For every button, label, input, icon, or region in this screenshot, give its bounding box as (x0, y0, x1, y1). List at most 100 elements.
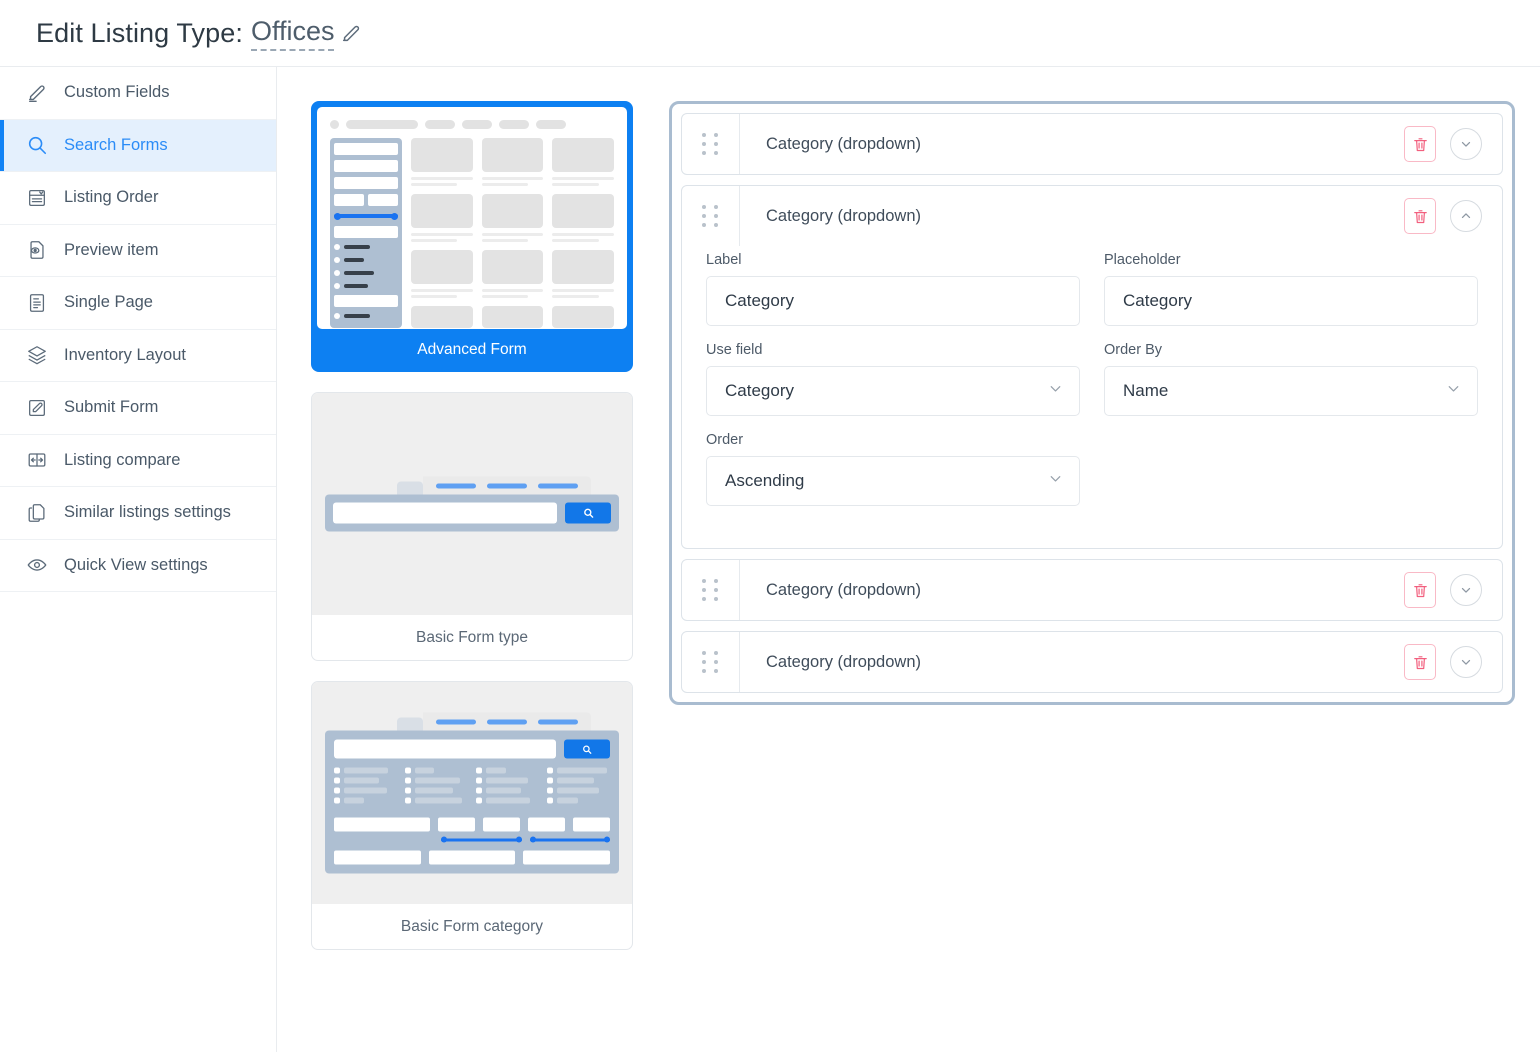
listing-type-name[interactable]: Offices (250, 16, 335, 51)
mock-slider-row (334, 836, 610, 844)
mock-range-slider (529, 836, 610, 844)
use-field-select[interactable]: Category (706, 366, 1080, 416)
edit-square-icon (24, 395, 50, 421)
form-type-card-advanced[interactable]: Advanced Form (311, 101, 633, 372)
mock-checkbox-column (476, 767, 539, 808)
form-type-card-basic[interactable]: Basic Form type (311, 392, 633, 661)
mock-field-row (334, 817, 610, 832)
mock-result-card (481, 138, 544, 186)
mock-topbar (330, 120, 614, 129)
field-row-actions (1404, 632, 1502, 692)
sidebar-item-similar-listings-settings[interactable]: Similar listings settings (0, 487, 276, 540)
chevron-down-icon[interactable] (1450, 128, 1482, 160)
sidebar-item-label: Similar listings settings (64, 503, 231, 522)
field-row-actions (1404, 560, 1502, 620)
trash-icon[interactable] (1404, 644, 1436, 680)
mock-input-row (334, 194, 398, 206)
mock-checkbox-column (405, 767, 468, 808)
mock-search-row (334, 739, 610, 759)
order-select[interactable]: Ascending (706, 456, 1080, 506)
mock-range-slider (441, 836, 522, 844)
search-form-fields-panel: Category (dropdown) (669, 101, 1515, 705)
field-row-title: Category (dropdown) (766, 206, 921, 225)
trash-icon[interactable] (1404, 572, 1436, 608)
table-row[interactable]: Category (dropdown) (681, 185, 1503, 549)
sidebar-item-inventory-layout[interactable]: Inventory Layout (0, 330, 276, 382)
sidebar-item-label: Quick View settings (64, 555, 208, 574)
label-input[interactable] (706, 276, 1080, 326)
page-title: Edit Listing Type: (36, 17, 243, 48)
use-field-group: Use field Category (706, 342, 1080, 416)
trash-icon[interactable] (1404, 126, 1436, 162)
table-row[interactable]: Category (dropdown) (681, 631, 1503, 693)
pencil-icon[interactable] (340, 22, 362, 44)
order-by-label: Order By (1104, 342, 1163, 358)
drag-handle-icon[interactable] (682, 560, 740, 620)
mock-nav-item (499, 120, 529, 129)
chevron-down-icon[interactable] (1450, 574, 1482, 606)
field-row-title: Category (dropdown) (766, 134, 921, 153)
sidebar-item-listing-order[interactable]: Listing Order (0, 172, 276, 225)
field-row-header[interactable]: Category (dropdown) (682, 114, 1502, 174)
sidebar-item-custom-fields[interactable]: Custom Fields (0, 67, 276, 120)
mock-result-card (411, 138, 473, 186)
trash-icon[interactable] (1404, 198, 1436, 234)
table-row[interactable]: Category (dropdown) (681, 113, 1503, 175)
mock-tab-active (397, 481, 423, 495)
layers-icon (24, 342, 50, 368)
drag-handle-icon[interactable] (682, 186, 740, 246)
field-row-header[interactable]: Category (dropdown) (682, 560, 1502, 620)
mock-result-card (481, 250, 544, 298)
mock-tabs (325, 476, 619, 495)
page-header: Edit Listing Type: Offices (0, 0, 1540, 67)
placeholder-field-group: Placeholder (1104, 252, 1478, 326)
mock-input (334, 295, 398, 307)
mock-nav-item (462, 120, 492, 129)
sidebar-item-preview-item[interactable]: Preview item (0, 225, 276, 277)
sidebar-item-quick-view-settings[interactable]: Quick View settings (0, 540, 276, 592)
mock-search-input (334, 739, 556, 759)
chevron-down-icon[interactable] (1450, 646, 1482, 678)
order-by-select[interactable]: Name (1104, 366, 1478, 416)
mock-tabs (325, 712, 619, 731)
document-icon (24, 290, 50, 316)
mock-result-card (552, 306, 614, 328)
table-row[interactable]: Category (dropdown) (681, 559, 1503, 621)
field-row-actions (1404, 114, 1502, 174)
search-icon (564, 739, 610, 759)
compare-icon (24, 447, 50, 473)
drag-handle-icon[interactable] (682, 114, 740, 174)
mock-result-card (481, 306, 544, 328)
field-row-actions (1404, 186, 1502, 246)
form-type-card-basic-category[interactable]: Basic Form category (311, 681, 633, 950)
placeholder-input[interactable] (1104, 276, 1478, 326)
mock-input (334, 143, 398, 155)
mock-logo-bar (346, 120, 418, 129)
mock-search-input (333, 502, 557, 524)
drag-handle-icon[interactable] (682, 632, 740, 692)
sidebar-item-listing-compare[interactable]: Listing compare (0, 435, 276, 487)
sidebar-item-search-forms[interactable]: Search Forms (0, 119, 276, 172)
mock-nav-item (425, 120, 455, 129)
field-row-header[interactable]: Category (dropdown) (682, 632, 1502, 692)
field-row-header[interactable]: Category (dropdown) (682, 186, 1502, 246)
order-label: Order (706, 432, 744, 448)
field-settings-body: Label Placeholder Use field Category (682, 246, 1502, 548)
form-type-list: Advanced Form (311, 101, 633, 970)
pencil-icon (24, 80, 50, 106)
mock-input (334, 226, 398, 238)
sidebar-item-label: Inventory Layout (64, 345, 186, 364)
chevron-up-icon[interactable] (1450, 200, 1482, 232)
sidebar-item-single-page[interactable]: Single Page (0, 277, 276, 330)
sidebar-item-label: Submit Form (64, 398, 159, 417)
basic-form-category-thumbnail (312, 682, 632, 904)
mock-result-card (411, 306, 473, 328)
sidebar-item-submit-form[interactable]: Submit Form (0, 382, 276, 435)
mock-result-card (552, 138, 614, 186)
field-row-title: Category (dropdown) (766, 580, 921, 599)
label-field-group: Label (706, 252, 1080, 326)
eye-icon (24, 552, 50, 578)
sidebar-item-label: Search Forms (64, 135, 168, 154)
use-field-label: Use field (706, 342, 763, 358)
mock-input (334, 177, 398, 189)
